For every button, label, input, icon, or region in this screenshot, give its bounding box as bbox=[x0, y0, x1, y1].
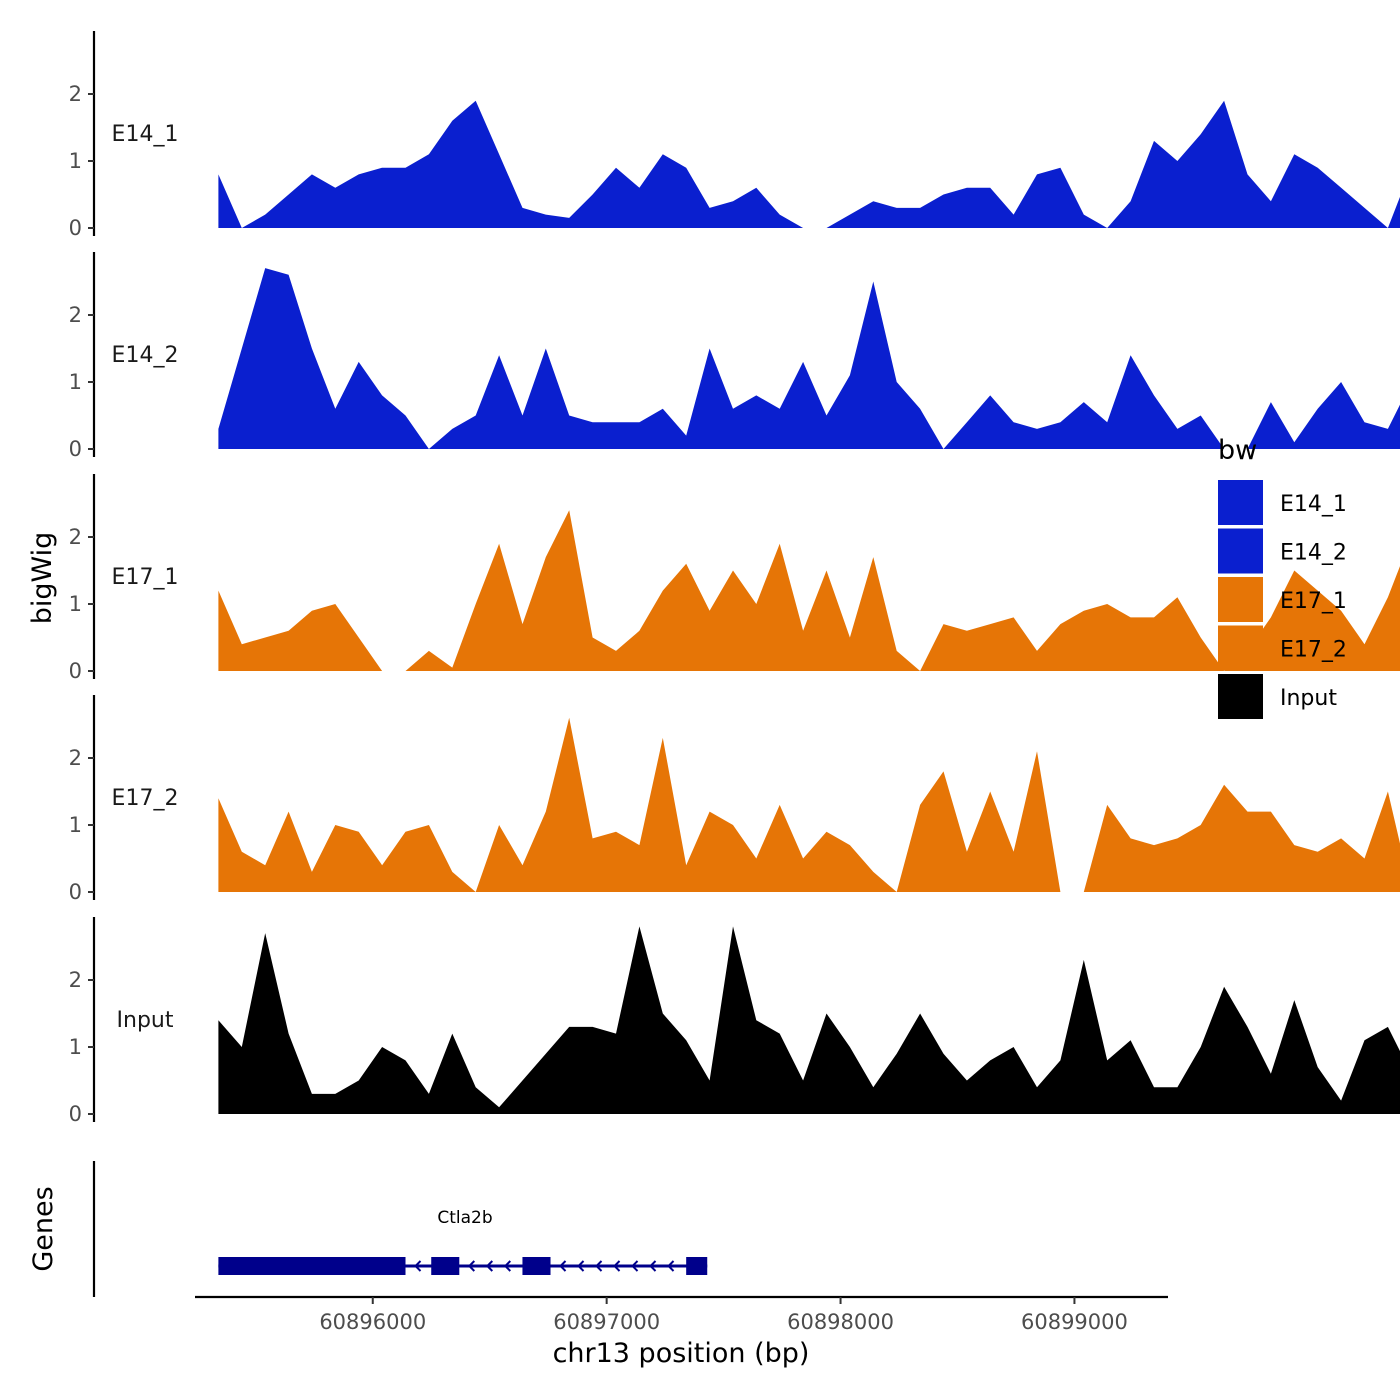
genes-panel-title: Genes bbox=[28, 1186, 59, 1271]
track-panel-e14-1: 0 1 2 E14_1 bbox=[69, 31, 1400, 240]
y-tick-label-e14-1-2: 2 bbox=[69, 82, 82, 106]
gene-strand-arrow bbox=[485, 1260, 494, 1272]
y-tick-label-e17-1-0: 0 bbox=[69, 659, 82, 683]
y-tick-label-e17-2-2: 2 bbox=[69, 746, 82, 770]
gene-strand-arrow bbox=[577, 1260, 585, 1272]
gene-name-label: Ctla2b bbox=[437, 1208, 492, 1228]
legend-swatch-e14-2 bbox=[1218, 528, 1263, 574]
y-tick-label-e17-2-1: 1 bbox=[69, 813, 82, 837]
y-tick-label-input-2: 2 bbox=[69, 968, 82, 992]
legend-label-e17-1: E17_1 bbox=[1280, 589, 1347, 614]
y-tick-label-e17-2-0: 0 bbox=[69, 880, 82, 904]
gene-strand-arrow bbox=[414, 1260, 422, 1272]
y-tick-label-input-1: 1 bbox=[69, 1035, 82, 1059]
legend-items: E14_1 E14_2 E17_1 E17_2 Input bbox=[1218, 480, 1347, 719]
track-label-e17-1: E17_1 bbox=[112, 565, 179, 590]
track-label-e14-2: E14_2 bbox=[112, 343, 179, 368]
x-tick-label-60898000: 60898000 bbox=[787, 1310, 894, 1334]
gene-strand-arrow bbox=[503, 1260, 512, 1272]
y-axis-title: bigWig bbox=[27, 532, 58, 625]
track-panel-input: 0 1 2 Input bbox=[69, 917, 1400, 1126]
y-tick-label-e14-2-2: 2 bbox=[69, 303, 82, 327]
signal-area-e14-1 bbox=[218, 100, 1400, 228]
legend-label-e17-2: E17_2 bbox=[1280, 638, 1347, 663]
signal-area-input bbox=[218, 926, 1400, 1114]
y-tick-label-e14-2-0: 0 bbox=[69, 437, 82, 461]
legend-label-e14-2: E14_2 bbox=[1280, 541, 1347, 566]
gene-strand-arrow bbox=[467, 1260, 476, 1272]
x-tick-label-60896000: 60896000 bbox=[319, 1310, 426, 1334]
y-tick-label-e17-1-2: 2 bbox=[69, 525, 82, 549]
legend-swatch-e14-1 bbox=[1218, 480, 1263, 525]
gene-strand-arrow bbox=[667, 1260, 675, 1272]
gene-strand-arrow bbox=[595, 1260, 603, 1272]
gene-ctla2b: Ctla2b bbox=[218, 1208, 708, 1275]
gene-strand-arrow bbox=[631, 1260, 639, 1272]
y-tick-label-e14-2-1: 1 bbox=[69, 370, 82, 394]
gene-strand-arrow bbox=[613, 1260, 621, 1272]
gene-exon-4 bbox=[686, 1257, 708, 1275]
gene-exon-3 bbox=[522, 1257, 551, 1275]
track-label-e14-1: E14_1 bbox=[112, 122, 179, 147]
y-tick-label-input-0: 0 bbox=[69, 1102, 82, 1126]
legend-label-input: Input bbox=[1280, 686, 1337, 711]
x-tick-label-60897000: 60897000 bbox=[553, 1310, 660, 1334]
y-tick-label-e14-1-0: 0 bbox=[69, 216, 82, 240]
x-axis: 60896000 60897000 60898000 60899000 chr13 p… bbox=[195, 1295, 1168, 1369]
legend-swatch-input bbox=[1218, 674, 1263, 719]
track-panel-e17-2: 0 1 2 E17_2 bbox=[69, 695, 1400, 904]
legend-label-e14-1: E14_1 bbox=[1280, 492, 1347, 517]
legend-swatch-e17-1 bbox=[1218, 577, 1263, 622]
legend: bw E14_1 E14_2 E17_1 E17_2 Input bbox=[1218, 435, 1347, 719]
legend-title: bw bbox=[1218, 435, 1257, 466]
y-tick-label-e17-1-1: 1 bbox=[69, 592, 82, 616]
signal-area-e17-2 bbox=[218, 717, 1400, 892]
track-label-input: Input bbox=[117, 1008, 174, 1033]
track-panels: 0 1 2 E14_1 0 1 2 E14_2 0 1 2 E17_1 0 1 2 E17_2 0 1 2 Input bbox=[69, 31, 1400, 1126]
gene-exon-2 bbox=[431, 1257, 460, 1275]
genes-panel: Genes Ctla2b bbox=[28, 1161, 708, 1297]
gene-exon-1 bbox=[218, 1257, 406, 1275]
y-tick-label-e14-1-1: 1 bbox=[69, 149, 82, 173]
x-axis-ticks: 60896000 60897000 60898000 60899000 bbox=[319, 1297, 1128, 1334]
x-tick-label-60899000: 60899000 bbox=[1021, 1310, 1128, 1334]
gene-strand-arrow bbox=[649, 1260, 657, 1272]
track-panel-e17-1: 0 1 2 E17_1 bbox=[69, 474, 1400, 683]
x-axis-title: chr13 position (bp) bbox=[553, 1338, 810, 1369]
signal-area-e17-1 bbox=[218, 510, 1400, 671]
track-panel-e14-2: 0 1 2 E14_2 bbox=[69, 252, 1400, 461]
signal-area-e14-2 bbox=[218, 268, 1400, 449]
legend-swatch-e17-2 bbox=[1218, 625, 1263, 671]
gene-strand-arrow bbox=[559, 1260, 567, 1272]
track-label-e17-2: E17_2 bbox=[112, 786, 179, 811]
